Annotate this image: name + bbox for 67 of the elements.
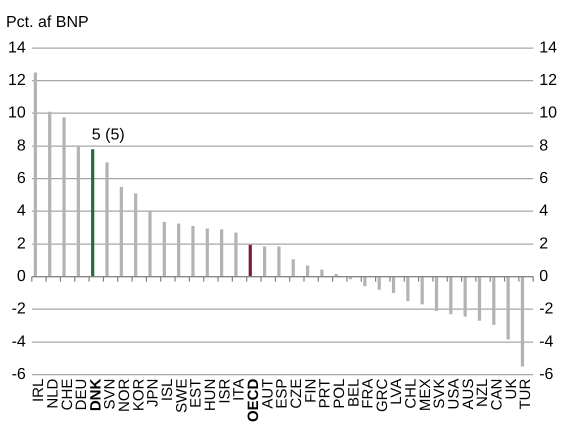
y2-tick-label: 12 xyxy=(539,72,558,90)
bar xyxy=(220,229,224,276)
bar xyxy=(434,277,438,311)
bar xyxy=(206,228,209,276)
x-tick-label: NZL xyxy=(474,378,492,408)
bar xyxy=(492,277,496,325)
bar xyxy=(105,162,109,276)
y-tick-label: -2 xyxy=(12,300,26,318)
y2-tick-label: -2 xyxy=(539,300,554,318)
bar xyxy=(248,244,252,276)
y2-tick-label: 14 xyxy=(539,39,558,56)
y-tick-label: 14 xyxy=(8,39,26,56)
y2-tick-label: -4 xyxy=(539,333,554,350)
bar xyxy=(48,112,52,276)
bar xyxy=(406,277,410,302)
bar xyxy=(449,277,452,314)
x-tick-label: BEL xyxy=(345,378,362,408)
y2-tick-label: 4 xyxy=(539,202,548,220)
bar xyxy=(506,277,510,340)
bar xyxy=(520,277,524,366)
bar xyxy=(191,226,195,276)
bar xyxy=(148,211,152,276)
y2-tick-label: 8 xyxy=(539,137,548,154)
bar xyxy=(34,72,37,276)
bar xyxy=(134,193,138,276)
bar xyxy=(320,270,324,276)
y-tick-label: 4 xyxy=(16,202,26,220)
y-tick-label: -4 xyxy=(12,333,26,350)
x-tick-label: FIN xyxy=(302,378,320,403)
y-tick-label: 0 xyxy=(16,268,26,286)
y-axis-title: Pct. af BNP xyxy=(6,14,89,32)
bar xyxy=(392,277,396,293)
bar xyxy=(91,149,94,276)
y2-tick-label: 0 xyxy=(539,268,548,286)
y2-tick-label: 6 xyxy=(539,170,548,188)
x-tick-label: CHE xyxy=(58,378,76,410)
annotation: 5 (5) xyxy=(92,126,125,144)
bar xyxy=(177,224,180,276)
bar xyxy=(120,186,123,276)
bar xyxy=(478,277,482,321)
bar xyxy=(234,232,238,276)
x-tick-label: AUT xyxy=(259,378,276,409)
y-tick-label: 6 xyxy=(16,170,26,188)
y-tick-label: 10 xyxy=(8,104,26,122)
y2-tick-label: -6 xyxy=(539,366,554,384)
bar xyxy=(277,246,281,276)
bar xyxy=(62,117,66,276)
bar xyxy=(464,277,467,317)
y2-tick-label: 10 xyxy=(539,104,558,122)
bar xyxy=(378,277,381,290)
bar xyxy=(162,222,166,276)
y-tick-label: 8 xyxy=(16,137,26,154)
bar xyxy=(76,146,80,276)
y2-tick-label: 2 xyxy=(539,235,548,252)
bar xyxy=(292,259,295,276)
x-tick-label: LVA xyxy=(388,378,406,405)
x-tick-label: SVK xyxy=(431,378,448,409)
x-tick-label: SVN xyxy=(102,378,119,410)
x-tick-label: JPN xyxy=(144,378,162,408)
x-tick-label: TUR xyxy=(517,378,534,410)
bar xyxy=(262,246,266,276)
bar xyxy=(306,266,310,276)
x-tick-label: EST xyxy=(188,378,205,408)
y-tick-label: 12 xyxy=(8,72,26,90)
bar xyxy=(420,277,424,304)
y-tick-label: 2 xyxy=(16,235,26,252)
y-tick-label: -6 xyxy=(12,366,26,384)
